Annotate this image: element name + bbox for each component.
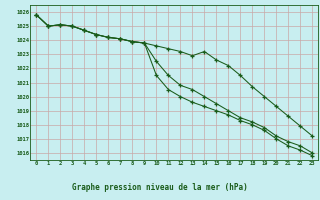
Text: Graphe pression niveau de la mer (hPa): Graphe pression niveau de la mer (hPa) [72, 182, 248, 192]
